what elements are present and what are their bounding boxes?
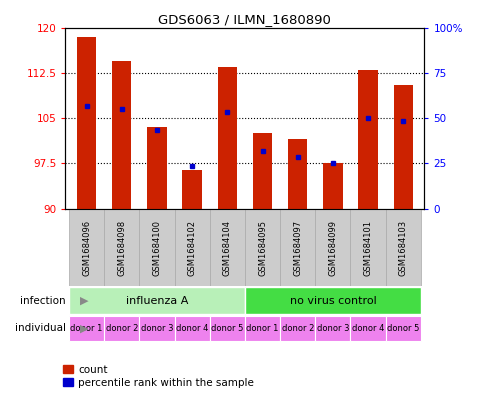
Legend: count, percentile rank within the sample: count, percentile rank within the sample xyxy=(63,365,253,388)
Bar xyxy=(244,209,280,286)
Title: GDS6063 / ILMN_1680890: GDS6063 / ILMN_1680890 xyxy=(158,13,331,26)
Bar xyxy=(77,37,96,209)
Bar xyxy=(350,209,385,286)
Text: donor 4: donor 4 xyxy=(351,324,383,333)
Text: GSM1684098: GSM1684098 xyxy=(117,220,126,276)
Text: infection: infection xyxy=(20,296,66,306)
Text: donor 3: donor 3 xyxy=(316,324,348,333)
Bar xyxy=(287,139,307,209)
Bar xyxy=(147,127,166,209)
Bar xyxy=(182,169,201,209)
Text: donor 5: donor 5 xyxy=(386,324,419,333)
Text: GSM1684102: GSM1684102 xyxy=(187,220,196,275)
Bar xyxy=(385,209,420,286)
Bar xyxy=(104,316,139,342)
Bar xyxy=(244,316,280,342)
Bar xyxy=(217,67,237,209)
Bar xyxy=(69,209,104,286)
Bar xyxy=(315,316,350,342)
Bar xyxy=(112,61,131,209)
Bar xyxy=(322,163,342,209)
Bar xyxy=(174,209,209,286)
Text: GSM1684095: GSM1684095 xyxy=(257,220,267,275)
Text: donor 2: donor 2 xyxy=(281,324,313,333)
Text: ▶: ▶ xyxy=(79,296,88,306)
Bar xyxy=(174,316,209,342)
Text: GSM1684097: GSM1684097 xyxy=(293,220,302,276)
Bar xyxy=(244,287,420,314)
Bar xyxy=(209,316,244,342)
Text: GSM1684096: GSM1684096 xyxy=(82,220,91,276)
Bar xyxy=(104,209,139,286)
Bar xyxy=(139,209,174,286)
Bar xyxy=(209,209,244,286)
Bar xyxy=(350,316,385,342)
Bar xyxy=(385,316,420,342)
Text: GSM1684101: GSM1684101 xyxy=(363,220,372,275)
Text: GSM1684099: GSM1684099 xyxy=(328,220,337,275)
Bar xyxy=(358,70,377,209)
Text: donor 1: donor 1 xyxy=(246,324,278,333)
Bar xyxy=(139,316,174,342)
Text: donor 4: donor 4 xyxy=(176,324,208,333)
Text: GSM1684103: GSM1684103 xyxy=(398,220,407,276)
Bar xyxy=(280,316,315,342)
Text: GSM1684100: GSM1684100 xyxy=(152,220,161,275)
Text: no virus control: no virus control xyxy=(289,296,376,306)
Bar xyxy=(69,287,244,314)
Text: donor 3: donor 3 xyxy=(140,324,173,333)
Text: donor 1: donor 1 xyxy=(70,324,103,333)
Text: donor 5: donor 5 xyxy=(211,324,243,333)
Bar xyxy=(69,316,104,342)
Bar xyxy=(252,133,272,209)
Bar xyxy=(315,209,350,286)
Text: influenza A: influenza A xyxy=(125,296,188,306)
Bar xyxy=(280,209,315,286)
Text: ▶: ▶ xyxy=(79,323,88,333)
Bar xyxy=(393,85,412,209)
Text: GSM1684104: GSM1684104 xyxy=(222,220,231,275)
Text: individual: individual xyxy=(15,323,66,333)
Text: donor 2: donor 2 xyxy=(106,324,137,333)
